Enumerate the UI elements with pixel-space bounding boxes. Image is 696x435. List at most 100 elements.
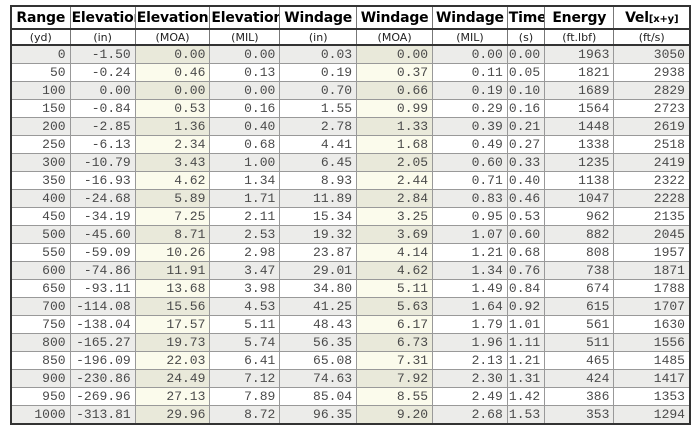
cell: 600	[10, 261, 71, 280]
cell: 674	[544, 279, 615, 298]
cell: 0.19	[279, 63, 358, 82]
cell: 2.49	[432, 387, 508, 406]
cell: 4.62	[134, 171, 211, 190]
table-row: 50 -0.24 0.46 0.13 0.19 0.37 0.11 0.05 1821 2938	[10, 63, 691, 82]
cell: 17.57	[134, 315, 211, 334]
cell: 2.68	[432, 405, 508, 425]
cell: 0.00	[69, 81, 136, 100]
cell: 1.33	[356, 117, 434, 136]
cell: 882	[544, 225, 615, 244]
cell: 808	[544, 243, 615, 262]
cell: 1957	[613, 243, 691, 262]
cell: 4.14	[356, 243, 434, 262]
col-header-suffix: [x+y]	[648, 13, 679, 25]
cell: 5.89	[134, 189, 211, 208]
cell: 1.34	[432, 261, 508, 280]
cell: 41.25	[279, 297, 358, 316]
cell: 0.92	[506, 297, 546, 316]
table-row: 850 -196.09 22.03 6.41 65.08 7.31 2.13 1.21 465 1…	[10, 351, 691, 370]
cell: 4.53	[209, 297, 281, 316]
cell: 2045	[613, 225, 691, 244]
cell: 4.41	[279, 135, 358, 154]
header-name-row: RangeElevationElevationElevationWindageW…	[10, 5, 691, 30]
cell: -269.96	[69, 387, 136, 406]
cell: 424	[544, 369, 615, 388]
cell: 0.46	[506, 189, 546, 208]
table-row: 650 -93.11 13.68 3.98 34.80 5.11 1.49 0.84 674 17…	[10, 279, 691, 298]
cell: -6.13	[69, 135, 136, 154]
cell: 1.21	[506, 351, 546, 370]
col-header-energy-ft-lbf: Energy	[544, 5, 615, 30]
cell: 5.11	[356, 279, 434, 298]
cell: 0.60	[432, 153, 508, 172]
cell: 1564	[544, 99, 615, 118]
cell: -0.84	[69, 99, 136, 118]
cell: 465	[544, 351, 615, 370]
cell: 0.66	[356, 81, 434, 100]
table-row: 750 -138.04 17.57 5.11 48.43 6.17 1.79 1.01 561 1…	[10, 315, 691, 334]
table-row: 700 -114.08 15.56 4.53 41.25 5.63 1.64 0.92 615 1…	[10, 297, 691, 316]
cell: -1.50	[69, 44, 136, 64]
cell: 0.70	[279, 81, 358, 100]
cell: 850	[10, 351, 71, 370]
cell: 0.53	[506, 207, 546, 226]
cell: 29.01	[279, 261, 358, 280]
cell: 1.96	[432, 333, 508, 352]
cell: 19.73	[134, 333, 211, 352]
col-header-elevation-mil: Elevation	[209, 5, 281, 30]
cell: 29.96	[134, 405, 211, 425]
cell: 1.31	[506, 369, 546, 388]
cell: 0.00	[506, 44, 546, 64]
cell: 0.00	[356, 44, 434, 64]
cell: 1689	[544, 81, 615, 100]
cell: 0.00	[209, 81, 281, 100]
cell: 300	[10, 153, 71, 172]
cell: -138.04	[69, 315, 136, 334]
cell: 1.53	[506, 405, 546, 425]
table-body: 0 -1.50 0.00 0.00 0.03 0.00 0.00 0.00 1963 3050 50…	[10, 44, 691, 425]
cell: 2829	[613, 81, 691, 100]
cell: -196.09	[69, 351, 136, 370]
cell: 450	[10, 207, 71, 226]
cell: -16.93	[69, 171, 136, 190]
table-row: 900 -230.86 24.49 7.12 74.63 7.92 2.30 1.31 424 1…	[10, 369, 691, 388]
cell: 1485	[613, 351, 691, 370]
col-unit-elevation-in: (in)	[69, 28, 136, 46]
table-row: 450 -34.19 7.25 2.11 15.34 3.25 0.95 0.53 962 213…	[10, 207, 691, 226]
table-header: RangeElevationElevationElevationWindageW…	[10, 5, 691, 46]
cell: 1.11	[506, 333, 546, 352]
header-unit-row: (yd) (in) (MOA) (MIL) (in) (MOA) (MIL) (s) (ft.l…	[10, 28, 691, 46]
cell: -230.86	[69, 369, 136, 388]
cell: 3.98	[209, 279, 281, 298]
col-header-windage-in: Windage	[279, 5, 358, 30]
cell: 0.60	[506, 225, 546, 244]
cell: 386	[544, 387, 615, 406]
cell: 0.68	[209, 135, 281, 154]
cell: 0.27	[506, 135, 546, 154]
cell: 9.20	[356, 405, 434, 425]
cell: 0.84	[506, 279, 546, 298]
cell: 0.71	[432, 171, 508, 190]
table-row: 400 -24.68 5.89 1.71 11.89 2.84 0.83 0.46 1047 22…	[10, 189, 691, 208]
cell: 2.34	[134, 135, 211, 154]
cell: -114.08	[69, 297, 136, 316]
cell: 1630	[613, 315, 691, 334]
cell: 0.11	[432, 63, 508, 82]
cell: 2419	[613, 153, 691, 172]
table-row: 250 -6.13 2.34 0.68 4.41 1.68 0.49 0.27 1338 2518	[10, 135, 691, 154]
cell: 0.05	[506, 63, 546, 82]
col-header-range-yd: Range	[10, 5, 71, 30]
cell: 1963	[544, 44, 615, 64]
cell: 24.49	[134, 369, 211, 388]
cell: 0.29	[432, 99, 508, 118]
cell: 2938	[613, 63, 691, 82]
ballistics-trajectory-table: RangeElevationElevationElevationWindageW…	[10, 5, 691, 425]
cell: 19.32	[279, 225, 358, 244]
table-row: 550 -59.09 10.26 2.98 23.87 4.14 1.21 0.68 808 19…	[10, 243, 691, 262]
cell: -93.11	[69, 279, 136, 298]
cell: 11.89	[279, 189, 358, 208]
cell: 23.87	[279, 243, 358, 262]
cell: 1.42	[506, 387, 546, 406]
cell: 1.07	[432, 225, 508, 244]
cell: 3.69	[356, 225, 434, 244]
